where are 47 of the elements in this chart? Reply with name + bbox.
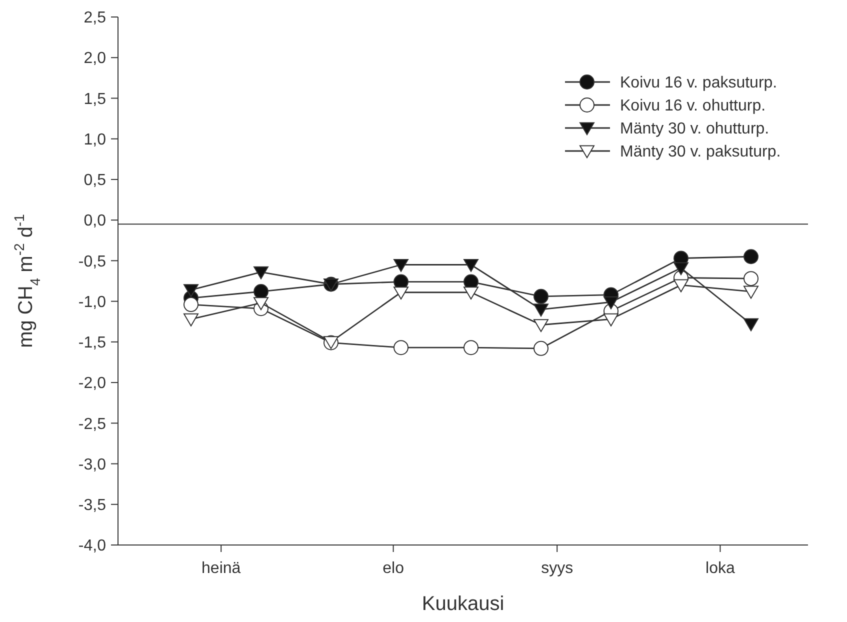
y-tick-label: 1,0: [84, 131, 106, 148]
point: [674, 279, 688, 292]
point: [534, 288, 548, 304]
legend-label: Koivu 16 v. paksuturp.: [620, 74, 778, 92]
point: [674, 262, 688, 276]
y-tick-label: -3,0: [78, 456, 106, 474]
point: [184, 284, 198, 298]
point: [394, 286, 408, 300]
point: [534, 340, 548, 356]
legend-label: Koivu 16 v. ohutturp.: [620, 98, 766, 115]
x-axis-title: Kuukausi: [422, 593, 504, 615]
y-tick-label: 2,5: [84, 10, 106, 27]
y-tick-label: 0,0: [84, 212, 106, 230]
point: [744, 286, 758, 299]
point: [394, 259, 408, 272]
y-tick-label: -2,0: [78, 375, 106, 392]
point: [744, 271, 758, 286]
point: [604, 296, 618, 310]
point: [464, 340, 478, 356]
y-tick-label: 1,5: [84, 90, 106, 108]
point: [744, 318, 758, 332]
point: [464, 259, 478, 272]
point: [394, 340, 408, 356]
point: [254, 284, 268, 300]
text: elo: [382, 560, 404, 577]
point: [254, 297, 268, 310]
point: [464, 286, 478, 300]
y-tick-label: -1,0: [78, 294, 106, 311]
point: [254, 266, 268, 280]
point: [744, 249, 758, 264]
point: [184, 297, 198, 312]
y-tick-label: -0,5: [78, 253, 106, 270]
legend-label: Mänty 30 v. paksuturp.: [620, 144, 781, 161]
legend-label: Mänty 30 v. ohutturp.: [620, 120, 770, 138]
y-tick-label: -3,5: [78, 496, 106, 514]
point: [534, 304, 548, 317]
y-tick-label: -4,0: [78, 538, 106, 555]
text: syys: [541, 560, 574, 577]
point: [604, 313, 618, 326]
y-tick-label: 2,0: [84, 50, 106, 68]
text: heinä: [202, 560, 241, 577]
y-tick-label: 0,5: [84, 172, 106, 190]
text: loka: [706, 560, 735, 577]
y-tick-label: -1,5: [78, 334, 106, 352]
y-tick-label: -2,5: [78, 416, 106, 433]
point: [184, 313, 198, 326]
point: [534, 319, 548, 332]
